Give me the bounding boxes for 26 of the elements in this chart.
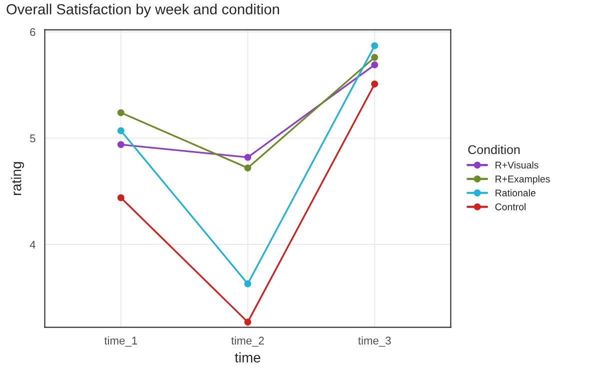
x-tick-label: time_2	[231, 336, 264, 347]
point	[117, 109, 124, 116]
legend-label: R+Visuals	[496, 161, 538, 169]
point	[244, 154, 252, 161]
point	[244, 280, 252, 288]
point	[244, 318, 252, 326]
point	[117, 127, 124, 134]
point	[371, 80, 378, 88]
y-axis-title: rating	[11, 162, 24, 196]
point	[117, 194, 124, 202]
x-tick-label: time_3	[358, 336, 391, 347]
point	[117, 141, 124, 148]
point	[371, 54, 378, 61]
y-tick-label: 6	[30, 28, 36, 36]
legend-label: R+Examples	[496, 175, 550, 184]
point	[371, 42, 378, 50]
legend-title: Condition	[468, 144, 520, 154]
chart-title: Overall Satisfaction by week and condition	[6, 4, 280, 18]
legend-label: Control	[495, 203, 526, 210]
point	[244, 164, 252, 172]
y-tick-label: 5	[30, 134, 36, 142]
y-tick-label: 4	[30, 240, 36, 248]
x-tick-label: time_1	[104, 336, 138, 347]
legend-label: Rationale	[496, 189, 536, 196]
point	[371, 61, 378, 68]
x-axis-title: time	[234, 352, 260, 363]
